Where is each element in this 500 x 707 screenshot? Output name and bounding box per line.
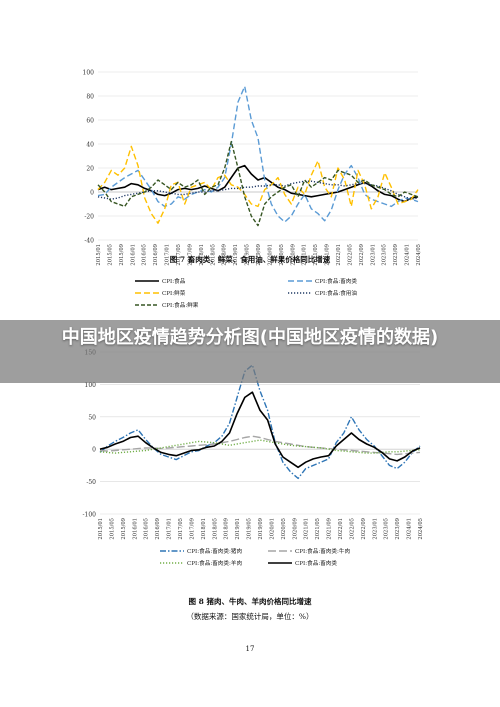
series-line bbox=[97, 145, 419, 224]
page-number: 17 bbox=[245, 645, 255, 653]
legend-label: CPI:食品:畜肉类:猪肉 bbox=[187, 547, 242, 555]
x-tick-label: 2015/09 bbox=[121, 518, 127, 540]
x-tick-label: 2018/01 bbox=[201, 518, 207, 540]
x-tick-label: 2015/01 bbox=[96, 244, 102, 266]
y-tick-label: 0 bbox=[90, 190, 94, 197]
x-tick-label: 2024/05 bbox=[416, 244, 422, 266]
x-tick-label: 2018/09 bbox=[224, 518, 230, 540]
x-tick-label: 2020/05 bbox=[281, 518, 287, 540]
x-tick-label: 2023/05 bbox=[384, 518, 390, 540]
series-line bbox=[99, 391, 421, 469]
x-tick-label: 2021/09 bbox=[325, 244, 331, 266]
x-tick-label: 2024/01 bbox=[407, 518, 413, 540]
legend-label: CPI:食品:鲜果 bbox=[162, 301, 199, 309]
x-tick-label: 2015/05 bbox=[109, 518, 115, 540]
x-tick-label: 2022/05 bbox=[347, 244, 353, 266]
x-tick-label: 2022/01 bbox=[336, 244, 342, 266]
x-tick-label: 2020/01 bbox=[267, 244, 273, 266]
x-tick-label: 2019/09 bbox=[256, 244, 262, 266]
x-tick-label: 2017/05 bbox=[176, 244, 182, 266]
y-tick-label: -40 bbox=[84, 238, 94, 245]
x-tick-label: 2023/05 bbox=[382, 244, 388, 266]
y-tick-label: 100 bbox=[85, 382, 97, 389]
x-tick-label: 2024/05 bbox=[418, 518, 424, 540]
x-tick-label: 2016/09 bbox=[153, 244, 159, 266]
series-line bbox=[99, 364, 421, 480]
x-tick-label: 2018/09 bbox=[222, 244, 228, 266]
x-tick-label: 2022/05 bbox=[349, 518, 355, 540]
series-line bbox=[97, 164, 419, 203]
x-tick-label: 2021/01 bbox=[304, 518, 310, 540]
y-tick-label: 40 bbox=[86, 142, 94, 149]
x-tick-label: 2016/01 bbox=[132, 518, 138, 540]
x-tick-label: 2018/05 bbox=[210, 244, 216, 266]
y-tick-label: 50 bbox=[88, 414, 96, 421]
x-tick-label: 2019/01 bbox=[233, 244, 239, 266]
y-tick-label: 0 bbox=[92, 447, 96, 454]
overlay-title[interactable]: 中国地区疫情趋势分析图(中国地区疫情的数据) bbox=[61, 327, 439, 348]
x-tick-label: 2016/01 bbox=[130, 244, 136, 266]
series-line bbox=[97, 180, 419, 200]
x-tick-label: 2018/01 bbox=[199, 244, 205, 266]
x-tick-label: 2015/01 bbox=[98, 518, 104, 540]
title-overlay-band bbox=[0, 320, 500, 383]
x-tick-label: 2022/09 bbox=[359, 244, 365, 266]
x-tick-label: 2020/01 bbox=[269, 518, 275, 540]
legend-label: CPI:食品:食用油 bbox=[315, 289, 357, 297]
x-tick-label: 2021/01 bbox=[302, 244, 308, 266]
x-tick-label: 2019/09 bbox=[258, 518, 264, 540]
x-tick-label: 2019/01 bbox=[235, 518, 241, 540]
x-tick-label: 2022/09 bbox=[361, 518, 367, 540]
x-tick-label: 2015/09 bbox=[119, 244, 125, 266]
x-tick-label: 2019/05 bbox=[245, 244, 251, 266]
series-line bbox=[97, 140, 419, 227]
legend-label: CPI:食品:畜肉类:羊肉 bbox=[187, 559, 242, 567]
figure-7-title: 图 7 畜肉类、鲜菜、食用油、鲜果价格同比增速 bbox=[169, 255, 331, 264]
x-tick-label: 2021/05 bbox=[313, 244, 319, 266]
legend-label: CPI:食品:畜肉类 bbox=[315, 277, 357, 285]
x-tick-label: 2023/01 bbox=[372, 518, 378, 540]
chart-7-group: -40 -20 0 20 40 60 80 100 2015/01 2015/05 2015/09 2… bbox=[83, 70, 422, 310]
x-tick-label: 2020/09 bbox=[290, 244, 296, 266]
legend-label: CPI:鲜菜 bbox=[162, 289, 186, 297]
x-tick-label: 2015/05 bbox=[107, 244, 113, 266]
x-tick-label: 2022/01 bbox=[338, 518, 344, 540]
y-tick-label: -20 bbox=[84, 214, 94, 221]
figure-8-source-note: （数据来源：国家统计局，单位：%） bbox=[186, 612, 314, 621]
series-line bbox=[99, 435, 421, 456]
legend-label: CPI:食品:畜肉类 bbox=[295, 559, 337, 567]
x-tick-label: 2023/09 bbox=[393, 244, 399, 266]
x-tick-label: 2017/01 bbox=[167, 518, 173, 540]
legend-label: CPI:食品:畜肉类:牛肉 bbox=[295, 547, 350, 555]
x-tick-label: 2020/09 bbox=[292, 518, 298, 540]
x-tick-label: 2016/09 bbox=[155, 518, 161, 540]
x-tick-label: 2019/05 bbox=[247, 518, 253, 540]
x-tick-label: 2023/01 bbox=[370, 244, 376, 266]
legend-label: CPI:食品 bbox=[162, 277, 186, 285]
x-tick-label: 2017/05 bbox=[178, 518, 184, 540]
x-tick-label: 2021/05 bbox=[315, 518, 321, 540]
y-tick-label: 20 bbox=[86, 166, 94, 173]
figure-8-title: 图 8 猪肉、牛肉、羊肉价格同比增速 bbox=[188, 597, 312, 606]
x-tick-label: 2016/05 bbox=[144, 518, 150, 540]
y-tick-label: -100 bbox=[83, 512, 97, 519]
x-tick-label: 2017/09 bbox=[187, 244, 193, 266]
x-tick-label: 2024/01 bbox=[405, 244, 411, 266]
x-tick-label: 2018/05 bbox=[212, 518, 218, 540]
x-tick-label: 2023/09 bbox=[395, 518, 401, 540]
x-tick-label: 2021/09 bbox=[327, 518, 333, 540]
y-tick-label: -50 bbox=[86, 479, 96, 486]
x-tick-label: 2020/05 bbox=[279, 244, 285, 266]
y-tick-label: 100 bbox=[83, 70, 95, 77]
x-tick-label: 2017/09 bbox=[189, 518, 195, 540]
x-tick-label: 2016/05 bbox=[142, 244, 148, 266]
y-tick-label: 60 bbox=[86, 118, 94, 125]
x-tick-label: 2017/01 bbox=[165, 244, 171, 266]
y-tick-label: 80 bbox=[86, 94, 94, 101]
